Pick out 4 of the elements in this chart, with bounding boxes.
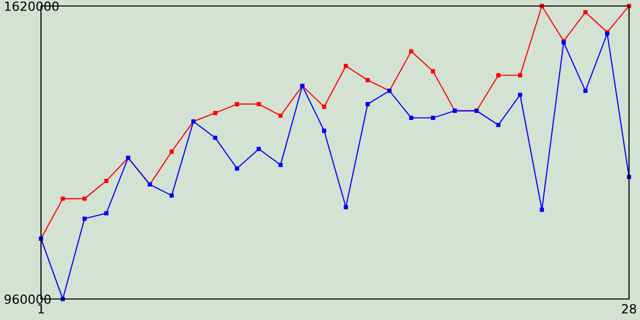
y-tick-label: 960000 <box>4 294 51 304</box>
y-tick-label: 1620000 <box>5 1 59 11</box>
x-tick-label: 28 <box>622 304 636 314</box>
x-tick-label: 1 <box>38 304 44 314</box>
